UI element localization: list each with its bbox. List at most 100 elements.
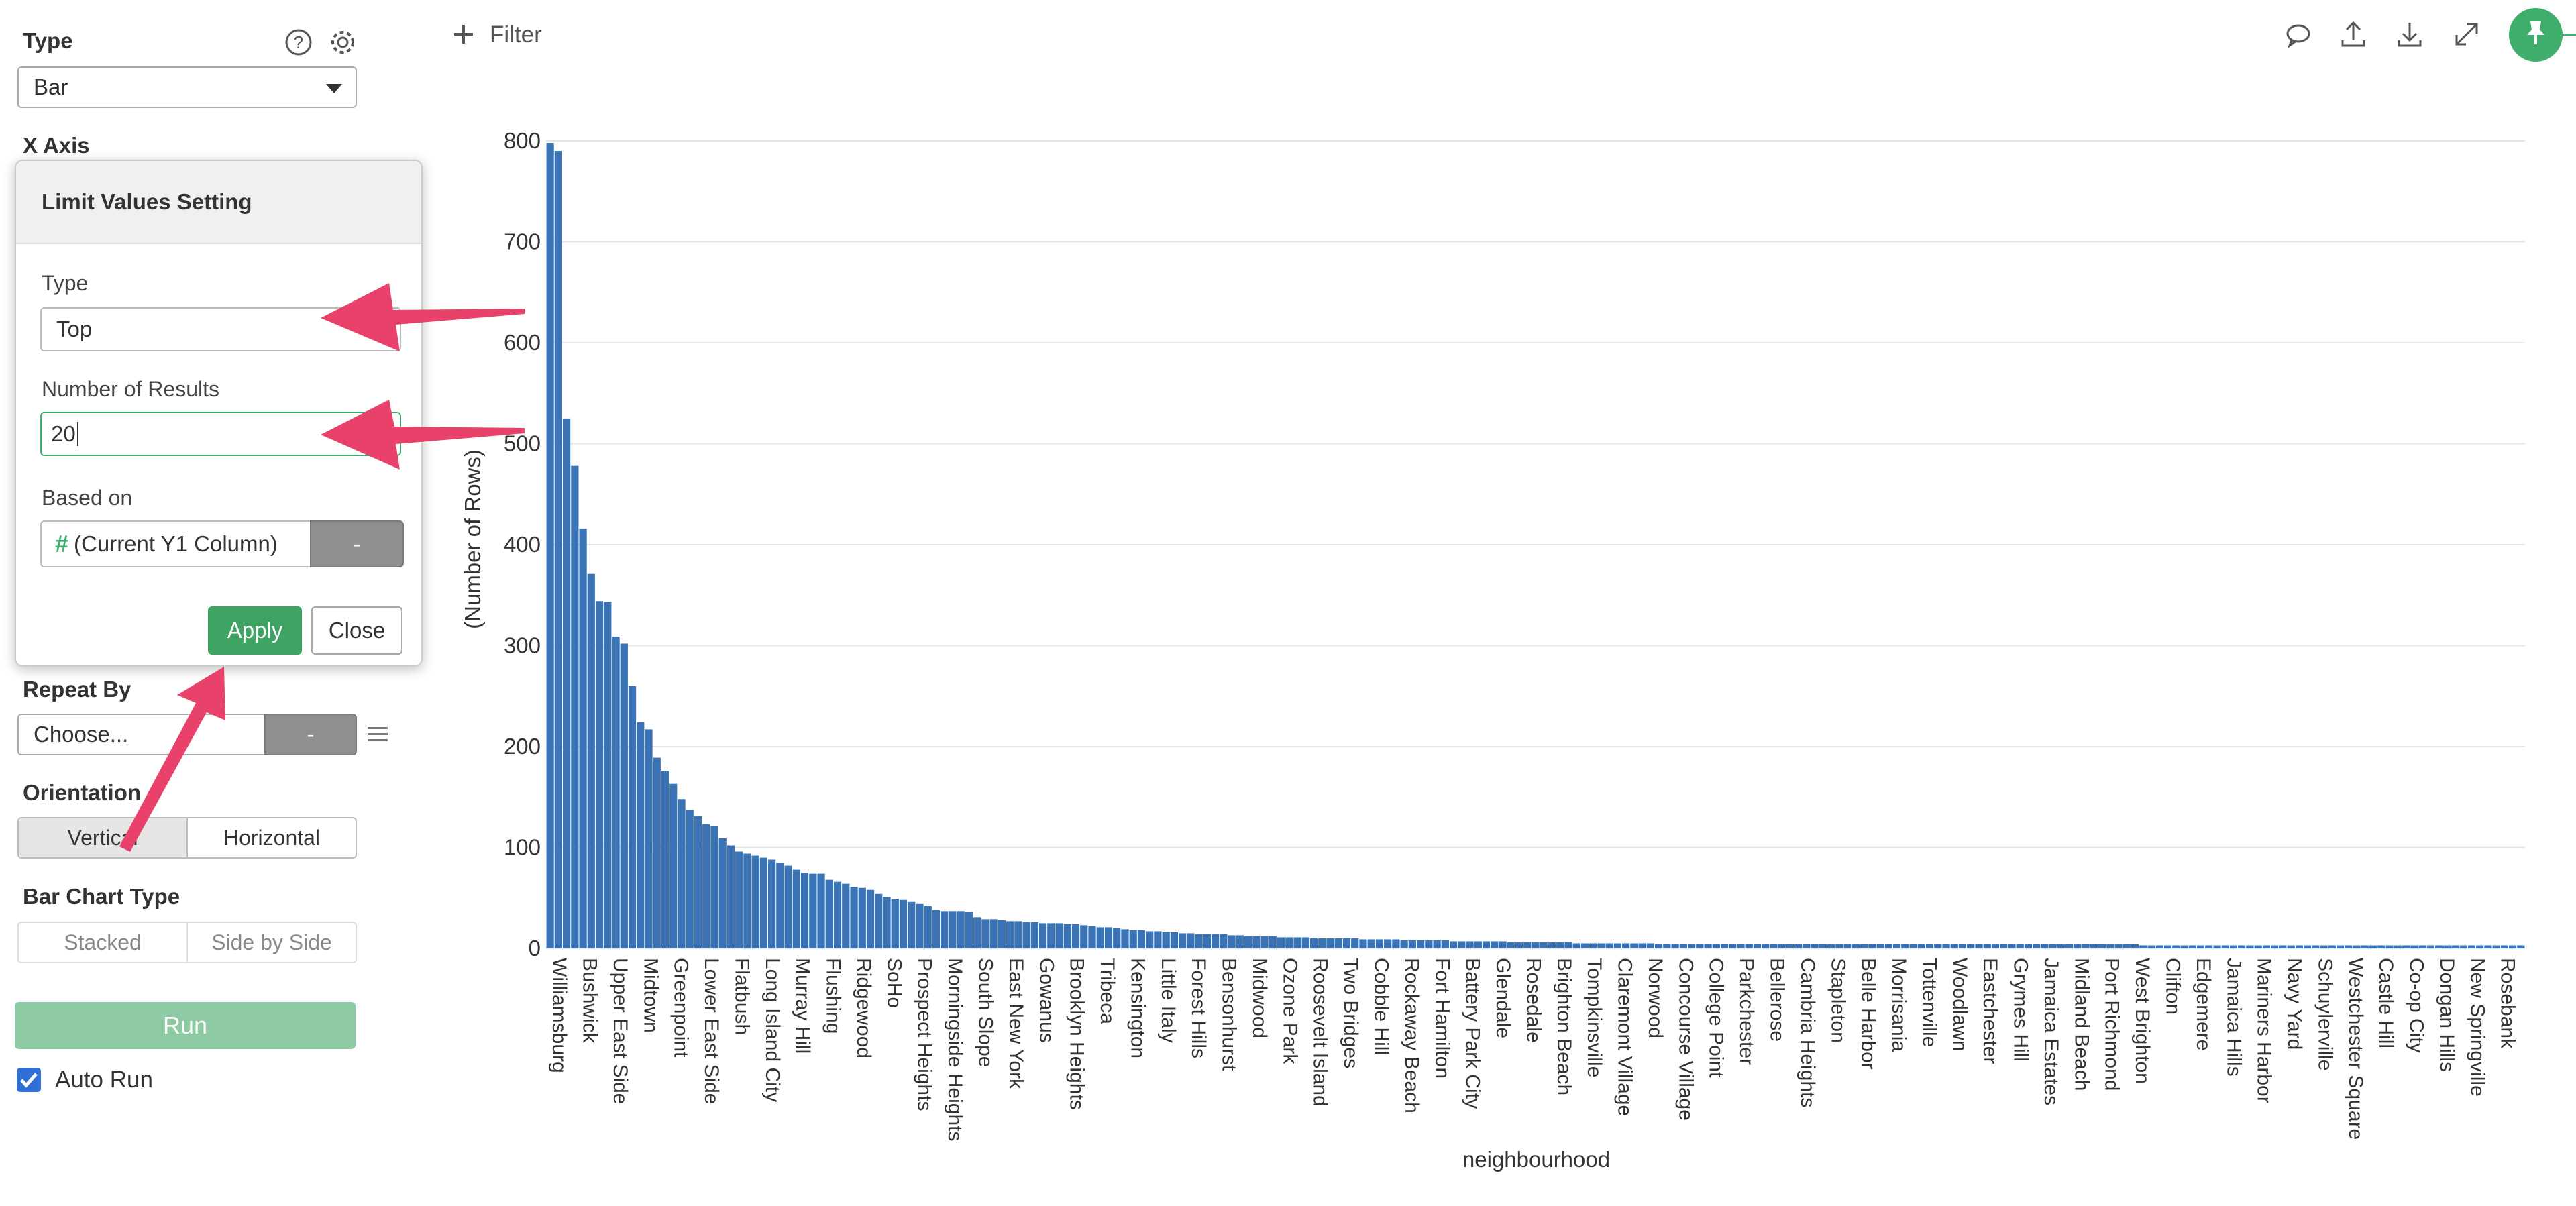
bar [875,893,883,948]
x-tick-label: Westchester Square [2345,958,2367,1140]
bar [1556,942,1564,948]
x-tick-label: Schuylerville [2314,958,2336,1071]
expand-icon[interactable] [2453,20,2481,52]
x-tick-label: Forest Hills [1187,958,1210,1058]
bar [1646,943,1654,948]
pin-connector-line [2563,34,2576,36]
repeat-by-value: Choose... [34,722,129,747]
bar-type-side-by-side-option[interactable]: Side by Side [186,923,356,962]
bar [1589,943,1597,948]
bar [949,911,957,948]
chevron-down-icon [326,84,342,93]
bar [1228,935,1236,948]
x-tick-label: Morningside Heights [944,958,966,1141]
bar [2008,944,2016,948]
bar [1277,937,1285,948]
menu-icon[interactable] [366,723,389,749]
x-tick-label: Mariners Harbor [2253,958,2275,1103]
bar [1745,944,1753,948]
x-tick-label: Tribeca [1096,958,1118,1024]
bar [2131,944,2139,948]
bar [858,887,866,948]
bar [1088,926,1096,948]
bar [1794,944,1803,948]
x-tick-label: Little Italy [1157,958,1179,1043]
bar [1958,944,1967,948]
download-icon[interactable] [2396,20,2423,52]
orientation-horizontal-option[interactable]: Horizontal [186,818,356,857]
x-tick-label: Midtown [639,958,661,1033]
bar-chart-type-label: Bar Chart Type [23,884,180,909]
bar [2082,944,2090,948]
repeat-by-remove-button[interactable]: - [264,714,357,755]
bar [916,903,924,948]
popup-type-select[interactable]: Top [40,307,401,351]
bar [1006,921,1014,948]
bar [1762,944,1770,948]
x-tick-label: Lower East Side [700,958,722,1104]
upload-icon[interactable] [2340,20,2367,52]
bar-chart-type-toggle: Stacked Side by Side [17,922,357,963]
x-tick-label: Flushing [822,958,845,1034]
popup-type-label: Type [42,271,89,295]
bar [2172,945,2180,948]
bar [2188,945,2196,948]
bar [1687,944,1696,948]
bar [1654,944,1663,948]
auto-run-checkbox[interactable] [16,1067,42,1096]
bar [1293,937,1301,948]
bar [1252,936,1260,948]
bar [965,912,973,948]
bar [2139,945,2147,948]
bar [1408,940,1417,948]
bar [2246,945,2254,948]
bar [1285,937,1293,948]
bar [2147,945,2155,948]
bar [2320,945,2328,948]
bar [1572,943,1580,948]
bar [784,865,792,948]
bar [1663,944,1671,948]
chart-type-select[interactable]: Bar [17,66,357,108]
popup-title: Limit Values Setting [16,161,421,244]
auto-run-label: Auto Run [55,1066,153,1093]
filter-button[interactable]: Filter [490,21,542,48]
run-button[interactable]: Run [15,1002,356,1049]
bar [1359,939,1367,948]
bar [1720,944,1729,948]
bar [2065,944,2074,948]
bar [1425,940,1433,948]
bar [1950,944,1958,948]
x-tick-label: Kensington [1126,958,1148,1058]
gear-icon[interactable] [329,28,357,60]
bar [2443,945,2451,948]
bar [776,863,784,948]
bar [587,573,595,948]
x-tick-label: Ozone Park [1279,958,1301,1064]
apply-button[interactable]: Apply [208,606,302,655]
x-tick-label: Greenpoint [670,958,692,1058]
x-tick-label: Gowanus [1035,958,1057,1043]
plus-icon[interactable] [452,23,475,49]
close-button[interactable]: Close [311,606,402,655]
x-tick-label: Bushwick [579,958,601,1044]
popup-based-on-remove-button[interactable]: - [310,520,404,567]
x-tick-label: Concourse Village [1674,958,1697,1121]
help-icon[interactable]: ? [284,28,313,60]
pin-button[interactable] [2509,8,2563,62]
bar [2451,945,2459,948]
bar-type-stacked-option[interactable]: Stacked [64,930,142,954]
bar [661,771,669,948]
x-tick-label: SoHo [883,958,905,1008]
pin-icon [2524,20,2547,50]
popup-based-on-select[interactable]: # (Current Y1 Column) [40,520,311,567]
popup-num-results-input[interactable]: 20 [40,412,401,456]
bar [1679,944,1687,948]
bar [1326,938,1334,948]
bar [1055,923,1063,949]
bar [1466,941,1474,948]
comment-icon[interactable] [2285,21,2312,52]
bar [2213,945,2221,948]
x-tick-label: Brighton Beach [1553,958,1575,1095]
